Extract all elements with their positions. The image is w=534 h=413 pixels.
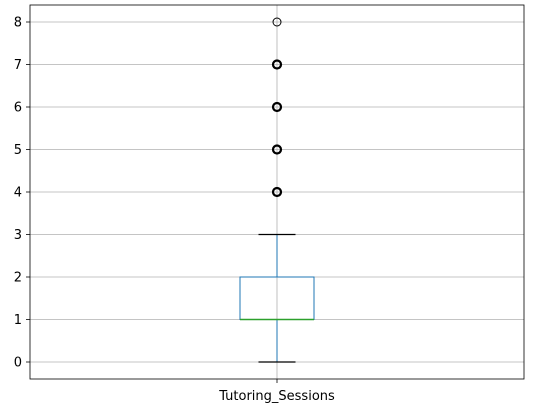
y-tick-label: 3 — [14, 228, 22, 243]
tick-labels: 0 1 2 3 4 5 6 7 8 — [14, 16, 22, 371]
y-tick-label: 6 — [14, 101, 22, 116]
outlier-point — [271, 144, 283, 155]
y-tick-label: 7 — [14, 58, 22, 73]
y-tick-label: 0 — [14, 356, 22, 371]
category-labels: Tutoring_Sessions — [218, 389, 335, 404]
outlier-point — [271, 101, 283, 113]
y-tick-label: 8 — [14, 16, 22, 31]
grid-lines — [30, 5, 524, 379]
axes-frame — [29, 4, 525, 380]
axes — [26, 4, 525, 383]
y-tick-label: 5 — [14, 143, 22, 158]
outlier-point — [271, 59, 283, 70]
y-tick-label: 4 — [14, 186, 22, 201]
x-category-label: Tutoring_Sessions — [218, 389, 335, 404]
y-tick-label: 2 — [14, 271, 22, 286]
outlier-point — [272, 17, 282, 27]
box-elements — [239, 17, 315, 363]
y-tick-label: 1 — [14, 313, 22, 328]
outlier-point — [271, 186, 283, 198]
